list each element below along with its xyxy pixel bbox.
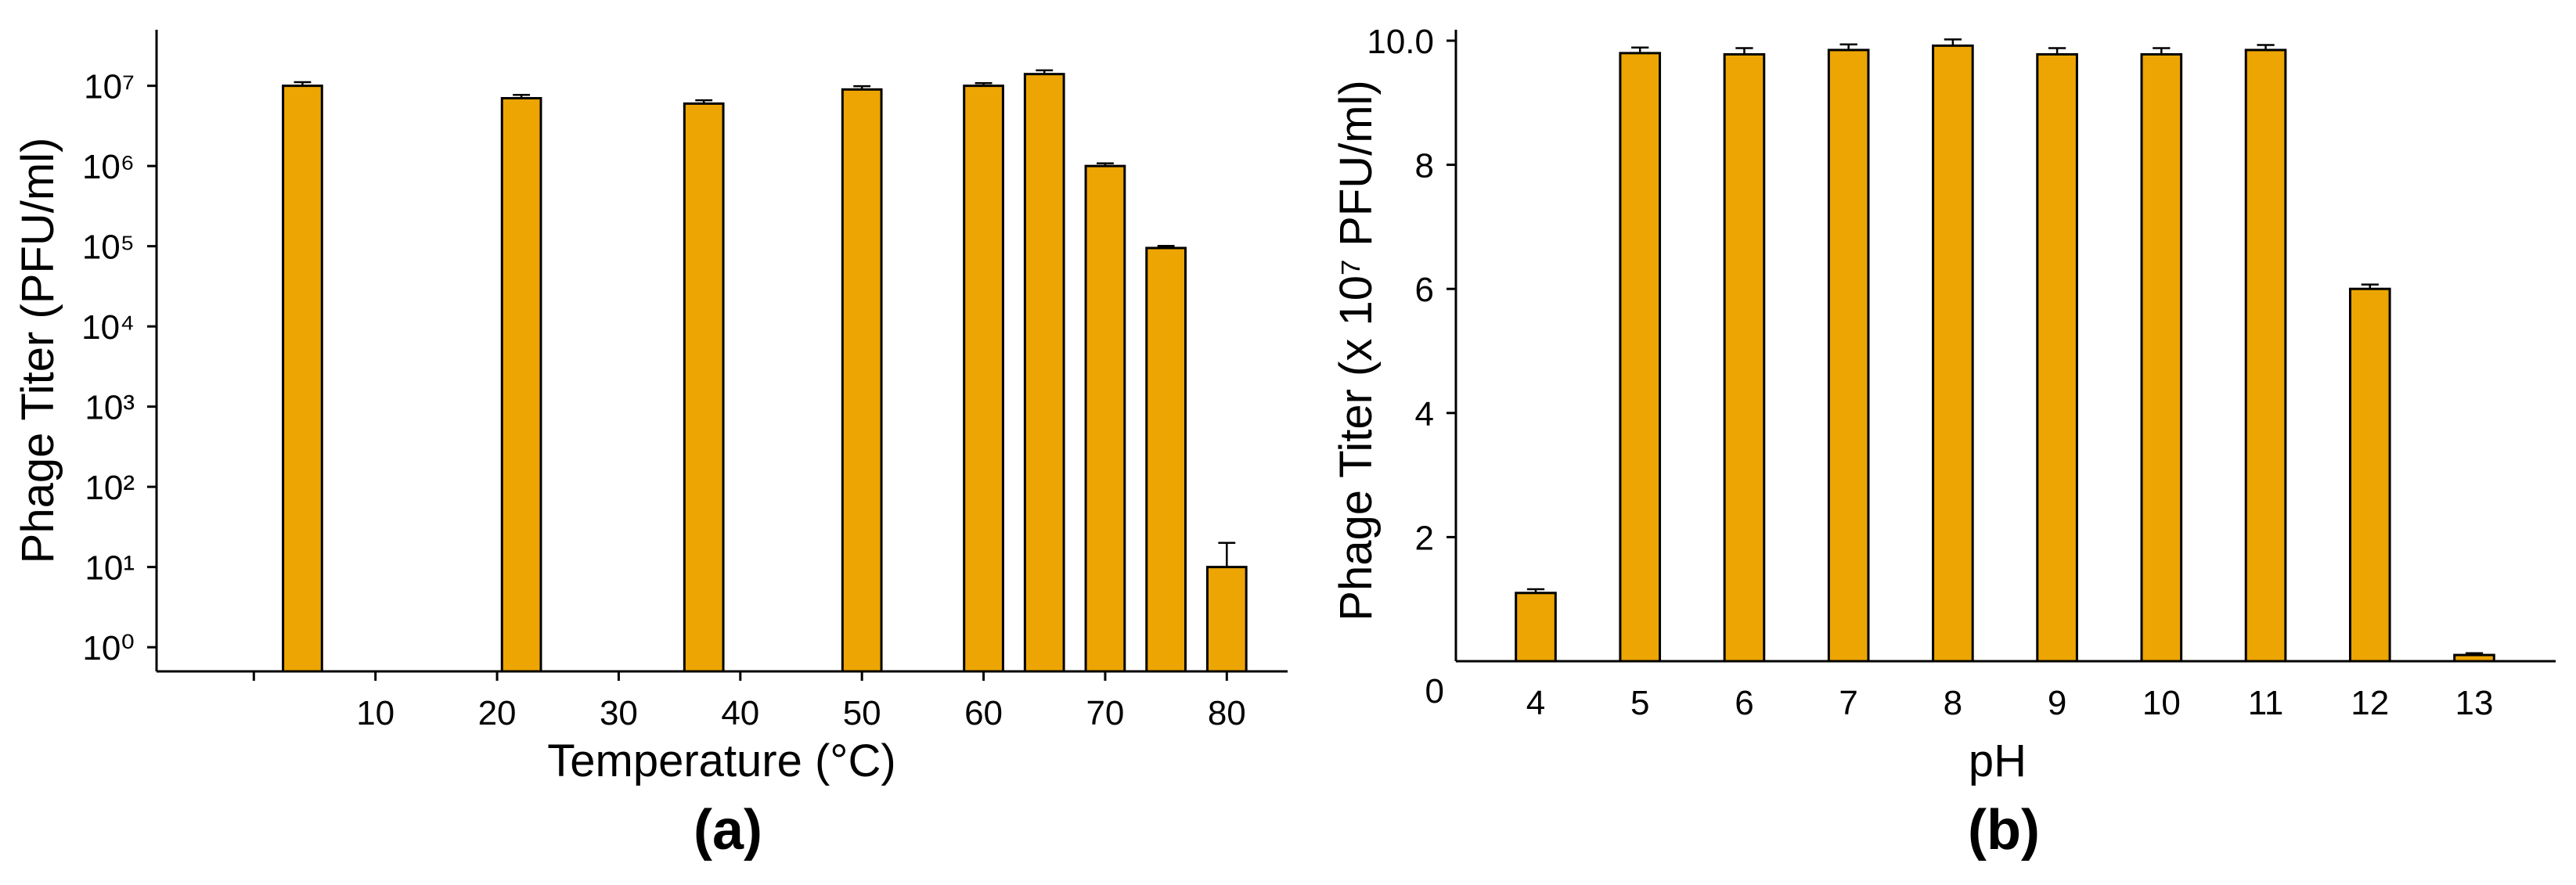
ph-y-tick-label: 4 bbox=[1415, 395, 1434, 434]
ph-bar-5 bbox=[1619, 52, 1662, 663]
temperature-x-ticks: 10 20 30 40 50 60 70 80 bbox=[252, 671, 1246, 732]
temperature-error-bar-1 bbox=[513, 94, 531, 99]
temperature-bar-8 bbox=[1205, 566, 1248, 673]
temperature-bar-2 bbox=[683, 102, 725, 673]
temperature-y-tick-label: 10² bbox=[85, 469, 135, 507]
temperature-x-tick-label: 60 bbox=[964, 694, 1003, 732]
ph-bar-9 bbox=[2036, 52, 2078, 663]
ph-x-tick-label: 11 bbox=[2248, 684, 2284, 722]
ph-y-tick-label: 6 bbox=[1415, 271, 1434, 309]
ph-bars bbox=[1515, 44, 2495, 663]
temperature-error-bar-8 bbox=[1218, 541, 1236, 567]
temperature-x-tick-label: 30 bbox=[600, 694, 638, 732]
ph-bar-8 bbox=[1932, 44, 1974, 663]
ph-error-bar-7 bbox=[1839, 43, 1857, 50]
temperature-error-bar-3 bbox=[853, 85, 871, 90]
temperature-error-bar-4 bbox=[975, 81, 993, 86]
temperature-bar-0 bbox=[282, 85, 323, 673]
ph-error-bar-11 bbox=[2257, 44, 2275, 50]
ph-y-axis-label: Phage Titer (x 10⁷ PFU/ml) bbox=[1331, 80, 1382, 621]
ph-error-bar-4 bbox=[1526, 588, 1545, 593]
ph-x-tick-label: 8 bbox=[1944, 684, 1962, 722]
ph-x-axis-label: pH bbox=[1969, 736, 2027, 786]
ph-error-bar-13 bbox=[2465, 652, 2484, 656]
temperature-error-bar-7 bbox=[1157, 244, 1175, 248]
temperature-x-tick-label: 10 bbox=[356, 694, 395, 732]
temperature-error-bar-6 bbox=[1097, 162, 1114, 167]
temperature-error-bar-0 bbox=[294, 81, 312, 86]
ph-y-ticks: 0 2 4 6 8 10.0 bbox=[1367, 23, 1456, 711]
ph-x-tick-label: 6 bbox=[1735, 684, 1753, 722]
ph-y-tick-label: 8 bbox=[1415, 147, 1434, 185]
ph-x-tick-label: 10 bbox=[2142, 684, 2181, 722]
ph-chart: 0 2 4 6 8 10.0 4 5 6 7 8 9 10 11 12 13 pH Phage Titer … bbox=[1331, 23, 2556, 862]
temperature-bar-4 bbox=[963, 85, 1004, 673]
temperature-x-tick-label: 50 bbox=[843, 694, 881, 732]
ph-x-tick-label: 9 bbox=[2048, 684, 2066, 722]
ph-bar-4 bbox=[1515, 592, 1557, 663]
temperature-x-tick-label: 80 bbox=[1208, 694, 1246, 732]
temperature-chart: 10⁰ 10¹ 10² 10³ 10⁴ 10⁵ 10⁶ 10⁷ 10 20 30 40 50 60 70 8… bbox=[13, 30, 1288, 862]
ph-error-bar-5 bbox=[1631, 46, 1649, 53]
temperature-x-tick-label: 70 bbox=[1086, 694, 1124, 732]
ph-error-bar-8 bbox=[1944, 38, 1962, 46]
ph-bar-10 bbox=[2140, 52, 2183, 663]
temperature-y-tick-label: 10¹ bbox=[85, 549, 135, 588]
ph-error-bar-9 bbox=[2048, 47, 2066, 55]
temperature-x-tick-label: 20 bbox=[478, 694, 517, 732]
temperature-error-bar-5 bbox=[1036, 69, 1054, 74]
temperature-error-bars bbox=[294, 69, 1236, 567]
ph-y-tick-label: 2 bbox=[1415, 519, 1434, 557]
ph-x-ticks: 4 5 6 7 8 9 10 11 12 13 bbox=[1526, 684, 2494, 722]
temperature-x-tick-label: 40 bbox=[721, 694, 759, 732]
temperature-y-tick-label: 10⁴ bbox=[81, 308, 135, 347]
ph-x-tick-label: 5 bbox=[1630, 684, 1649, 722]
ph-x-tick-label: 4 bbox=[1526, 684, 1545, 722]
ph-x-tick-label: 12 bbox=[2351, 684, 2389, 722]
temperature-bar-7 bbox=[1145, 246, 1187, 673]
temperature-bar-1 bbox=[500, 97, 542, 673]
temperature-y-tick-label: 10³ bbox=[85, 389, 135, 427]
temperature-bar-6 bbox=[1084, 164, 1126, 673]
ph-bar-6 bbox=[1723, 52, 1766, 663]
temperature-y-ticks: 10⁰ 10¹ 10² 10³ 10⁴ 10⁵ 10⁶ 10⁷ bbox=[81, 68, 157, 667]
ph-bar-11 bbox=[2244, 49, 2287, 663]
ph-error-bar-6 bbox=[1735, 47, 1753, 55]
ph-x-tick-label: 7 bbox=[1839, 684, 1857, 722]
ph-x-tick-label: 13 bbox=[2455, 684, 2494, 722]
temperature-y-tick-label: 10⁵ bbox=[82, 228, 135, 267]
temperature-error-bar-2 bbox=[695, 99, 713, 104]
ph-y-tick-label: 10.0 bbox=[1367, 23, 1434, 61]
ph-error-bars bbox=[1526, 38, 2484, 656]
panel-label-a: (a) bbox=[694, 799, 762, 862]
temperature-y-tick-label: 10⁶ bbox=[82, 148, 135, 186]
panel-label-b: (b) bbox=[1968, 799, 2040, 862]
ph-bar-12 bbox=[2348, 287, 2391, 663]
temperature-bar-3 bbox=[841, 88, 883, 673]
temperature-y-tick-label: 10⁰ bbox=[82, 629, 135, 667]
temperature-y-axis-label: Phage Titer (PFU/ml) bbox=[13, 138, 63, 564]
ph-error-bar-12 bbox=[2361, 283, 2379, 290]
temperature-x-axis-label: Temperature (°C) bbox=[547, 736, 895, 786]
ph-error-bar-10 bbox=[2153, 47, 2171, 55]
temperature-bar-5 bbox=[1023, 73, 1065, 673]
ph-bar-7 bbox=[1827, 49, 1870, 663]
ph-y-tick-label: 0 bbox=[1425, 672, 1444, 711]
temperature-y-tick-label: 10⁷ bbox=[84, 68, 135, 106]
